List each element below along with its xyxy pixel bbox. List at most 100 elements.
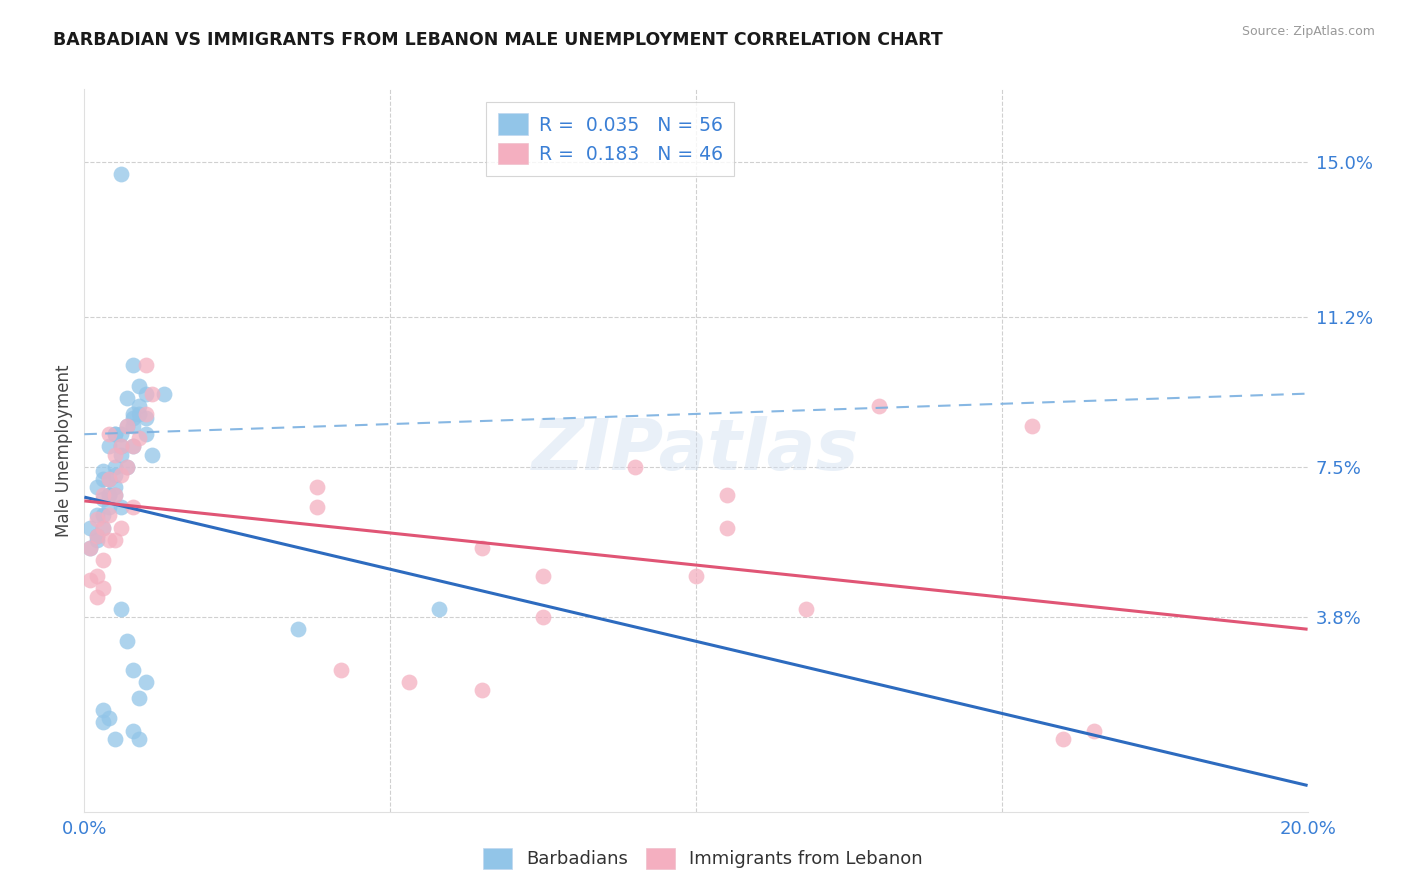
Point	[330, 663, 353, 677]
Point	[104, 459, 127, 474]
Point	[471, 682, 494, 697]
Point	[79, 541, 101, 555]
Point	[716, 488, 738, 502]
Point	[91, 488, 114, 502]
Point	[97, 488, 120, 502]
Point	[110, 467, 132, 482]
Point	[794, 601, 817, 615]
Point	[91, 715, 114, 730]
Point	[86, 533, 108, 547]
Point	[135, 358, 157, 372]
Point	[305, 480, 328, 494]
Point	[135, 411, 157, 425]
Point	[110, 439, 132, 453]
Point	[91, 520, 114, 534]
Point	[128, 399, 150, 413]
Point	[115, 419, 138, 434]
Point	[110, 439, 132, 453]
Point	[91, 553, 114, 567]
Point	[86, 508, 108, 523]
Point	[122, 723, 145, 738]
Point	[86, 569, 108, 583]
Text: Source: ZipAtlas.com: Source: ZipAtlas.com	[1241, 25, 1375, 38]
Point	[97, 500, 120, 515]
Point	[141, 386, 163, 401]
Point	[104, 488, 127, 502]
Point	[141, 448, 163, 462]
Point	[716, 520, 738, 534]
Text: BARBADIAN VS IMMIGRANTS FROM LEBANON MALE UNEMPLOYMENT CORRELATION CHART: BARBADIAN VS IMMIGRANTS FROM LEBANON MAL…	[53, 31, 943, 49]
Point	[115, 634, 138, 648]
Legend: R =  0.035   N = 56, R =  0.183   N = 46: R = 0.035 N = 56, R = 0.183 N = 46	[486, 103, 734, 176]
Point	[91, 703, 114, 717]
Point	[86, 512, 108, 526]
Point	[869, 399, 891, 413]
Point	[1021, 419, 1043, 434]
Point	[104, 467, 127, 482]
Y-axis label: Male Unemployment: Male Unemployment	[55, 364, 73, 537]
Point	[624, 459, 647, 474]
Point	[104, 448, 127, 462]
Point	[104, 533, 127, 547]
Point	[79, 520, 101, 534]
Point	[86, 529, 108, 543]
Point	[305, 500, 328, 515]
Point	[86, 529, 108, 543]
Point	[79, 574, 101, 588]
Point	[427, 601, 450, 615]
Point	[122, 411, 145, 425]
Point	[122, 500, 145, 515]
Point	[135, 427, 157, 442]
Point	[531, 569, 554, 583]
Point	[115, 459, 138, 474]
Point	[115, 419, 138, 434]
Point	[110, 520, 132, 534]
Point	[79, 541, 101, 555]
Point	[97, 711, 120, 725]
Point	[110, 601, 132, 615]
Point	[86, 480, 108, 494]
Point	[97, 508, 120, 523]
Point	[1083, 723, 1105, 738]
Point	[97, 488, 120, 502]
Point	[128, 431, 150, 445]
Point	[110, 448, 132, 462]
Point	[91, 508, 114, 523]
Point	[91, 492, 114, 507]
Point	[128, 691, 150, 706]
Point	[97, 472, 120, 486]
Point	[110, 168, 132, 182]
Point	[104, 488, 127, 502]
Point	[97, 427, 120, 442]
Point	[471, 541, 494, 555]
Point	[135, 407, 157, 421]
Point	[110, 500, 132, 515]
Point	[115, 391, 138, 405]
Point	[122, 439, 145, 453]
Point	[91, 464, 114, 478]
Point	[122, 663, 145, 677]
Point	[122, 419, 145, 434]
Point	[128, 407, 150, 421]
Point	[110, 427, 132, 442]
Point	[531, 610, 554, 624]
Point	[91, 472, 114, 486]
Point	[287, 622, 309, 636]
Point	[104, 427, 127, 442]
Text: ZIPatlas: ZIPatlas	[533, 416, 859, 485]
Point	[685, 569, 707, 583]
Point	[97, 439, 120, 453]
Point	[398, 674, 420, 689]
Point	[122, 358, 145, 372]
Point	[122, 407, 145, 421]
Point	[104, 480, 127, 494]
Point	[128, 731, 150, 746]
Point	[1052, 731, 1074, 746]
Point	[135, 386, 157, 401]
Point	[153, 386, 176, 401]
Point	[86, 590, 108, 604]
Point	[97, 533, 120, 547]
Point	[91, 582, 114, 596]
Point	[135, 674, 157, 689]
Point	[122, 439, 145, 453]
